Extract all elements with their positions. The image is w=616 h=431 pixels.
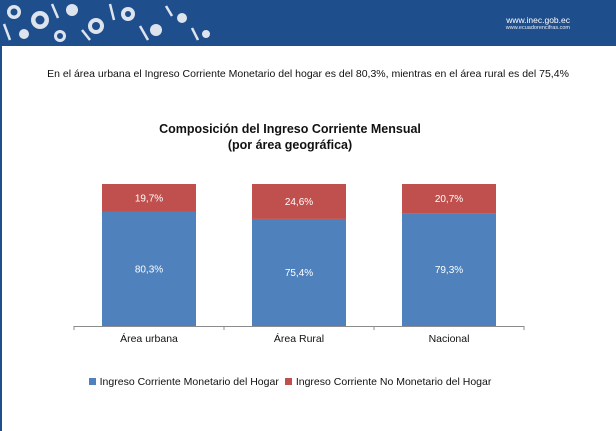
bar-data-label: 80,3%	[135, 264, 163, 275]
site-url-main: www.inec.gob.ec	[506, 15, 570, 25]
site-url: www.inec.gob.ec www.ecuadorencifras.com	[506, 15, 570, 32]
legend-item: Ingreso Corriente No Monetario del Hogar	[284, 376, 492, 388]
header-banner: www.inec.gob.ec www.ecuadorencifras.com	[0, 0, 616, 46]
x-tick-label: Área urbana	[120, 332, 178, 345]
bar-data-label: 19,7%	[135, 193, 163, 204]
legend-swatch	[284, 378, 292, 385]
legend-swatch	[88, 378, 96, 385]
legend-label: Ingreso Corriente Monetario del Hogar	[99, 376, 279, 388]
bar-segment	[402, 213, 496, 326]
x-tick-label: Área Rural	[274, 332, 324, 345]
bar-data-label: 79,3%	[435, 265, 463, 276]
bar-segment	[252, 218, 346, 326]
x-tick-label: Nacional	[429, 333, 470, 345]
bar-segment	[102, 184, 196, 212]
legend-item: Ingreso Corriente Monetario del Hogar	[88, 376, 279, 388]
chart-subtitle: (por área geográfica)	[227, 138, 353, 152]
site-url-sub: www.ecuadorencifras.com	[505, 25, 570, 31]
left-accent-rule	[0, 46, 2, 431]
bar-data-label: 24,6%	[285, 197, 313, 208]
bar-data-label: 75,4%	[285, 268, 313, 279]
headline-text: En el área urbana el Ingreso Corriente M…	[47, 68, 569, 80]
bar-segment	[102, 211, 196, 326]
chart-title: Composición del Ingreso Corriente Mensua…	[159, 122, 421, 136]
chart-title-block: Composición del Ingreso Corriente Mensua…	[0, 121, 580, 153]
bar-segment	[402, 184, 496, 214]
bar-segment	[252, 184, 346, 219]
chart-legend: Ingreso Corriente Monetario del Hogar Ing…	[0, 376, 580, 388]
legend-label: Ingreso Corriente No Monetario del Hogar	[295, 376, 492, 388]
bar-data-label: 20,7%	[435, 194, 463, 205]
logo-numbers-graphic	[2, 3, 210, 42]
